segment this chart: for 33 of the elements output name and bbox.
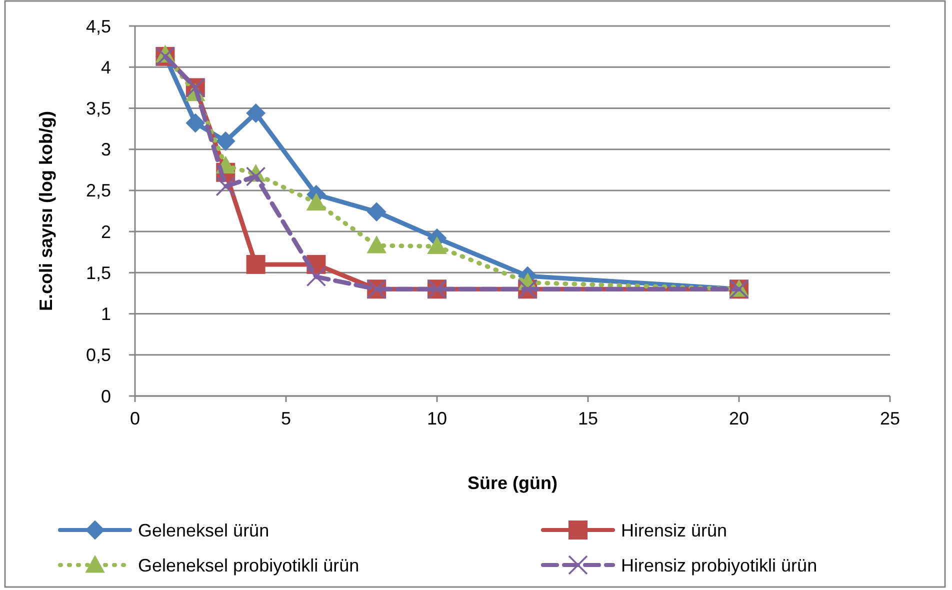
y-tick-label: 0,5 xyxy=(86,345,111,366)
y-tick-label: 3 xyxy=(100,140,111,160)
point xyxy=(306,266,326,287)
point xyxy=(216,176,236,196)
point xyxy=(246,254,266,274)
y-tick-label: 0 xyxy=(100,386,111,406)
x-tick-label: 25 xyxy=(880,408,900,428)
y-tick-label: 2,5 xyxy=(86,180,111,201)
point xyxy=(246,166,266,186)
x-tick-label: 5 xyxy=(280,408,292,428)
point xyxy=(367,202,386,222)
x-tick-label: 15 xyxy=(578,408,598,428)
y-tick-label: 4 xyxy=(100,57,111,78)
point xyxy=(306,193,326,210)
x-axis-title: Süre (gün) xyxy=(468,473,558,493)
y-axis-title: E.coli sayısı (log kob/g) xyxy=(36,110,56,312)
legend-label: Hirensiz probiyotikli ürün xyxy=(621,555,818,576)
point xyxy=(186,114,205,133)
y-tick-label: 1,5 xyxy=(86,262,111,283)
legend-label: Geleneksel probiyotikli ürün xyxy=(138,555,360,576)
y-tick-label: 1 xyxy=(100,304,111,324)
y-tick-label: 3,5 xyxy=(86,98,111,119)
x-tick-label: 10 xyxy=(426,408,448,428)
legend-label: Hirensiz ürün xyxy=(621,520,728,540)
legend-label: Geleneksel ürün xyxy=(138,520,270,540)
point xyxy=(246,104,266,123)
point xyxy=(216,132,236,151)
x-tick-label: 0 xyxy=(130,408,140,428)
y-tick-label: 2 xyxy=(100,222,111,242)
point xyxy=(428,236,446,254)
x-tick-label: 20 xyxy=(728,408,750,428)
y-tick-label: 4,5 xyxy=(86,16,111,36)
point xyxy=(367,236,386,254)
